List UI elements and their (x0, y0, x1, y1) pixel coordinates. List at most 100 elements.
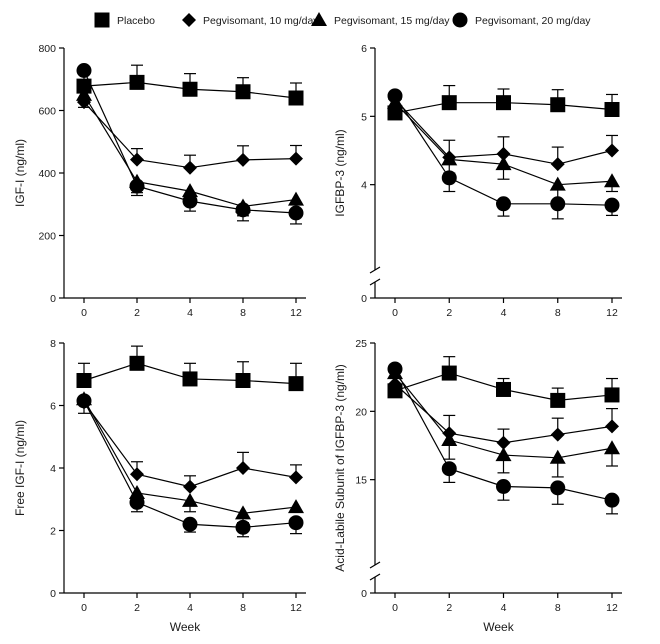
data-point-circle (288, 205, 304, 221)
x-tick-label: 0 (81, 602, 87, 614)
data-point-diamond (130, 467, 144, 482)
data-point-triangle (495, 156, 512, 171)
legend-label: Pegvisomant, 15 mg/day (334, 15, 450, 27)
axes: 0 15 20 25 0 2 4 8 12 Acid-Labile Subunit of IGFB… (333, 338, 622, 634)
legend-marker-square-icon (94, 12, 110, 28)
data-point-circle (496, 196, 511, 212)
data-point-circle (441, 461, 457, 477)
legend-label: Pegvisomant, 10 mg/day (203, 15, 319, 27)
y-tick-label: 8 (50, 338, 56, 350)
data-point-square (288, 90, 304, 106)
data-point-diamond (236, 461, 250, 475)
data-point-diamond (496, 435, 511, 450)
data-point-diamond (496, 146, 511, 161)
data-point-square (182, 371, 198, 387)
data-point-square (129, 74, 145, 90)
data-point-triangle (288, 191, 304, 206)
x-tick-label: 0 (392, 602, 398, 614)
data-point-circle (235, 202, 251, 218)
data-point-triangle (549, 449, 566, 464)
data-point-square (129, 355, 145, 371)
series-triangle (387, 94, 620, 203)
y-tick-label: 25 (355, 338, 367, 350)
data-point-triangle (604, 440, 620, 455)
data-point-triangle (182, 492, 198, 507)
legend-entry-1: Placebo (94, 12, 155, 28)
series-circle (76, 63, 304, 225)
series-triangle (76, 391, 304, 524)
y-tick-label: 800 (38, 43, 56, 55)
legend: Placebo Pegvisomant, 10 mg/day Pegvisomant… (94, 12, 591, 28)
data-point-circle (387, 361, 403, 377)
x-tick-label: 4 (501, 602, 507, 614)
data-point-diamond (388, 377, 402, 391)
data-point-triangle (235, 505, 251, 520)
data-point-diamond (130, 152, 144, 167)
x-tick-label: 12 (290, 307, 302, 319)
data-point-circle (129, 494, 145, 510)
data-point-square (235, 373, 251, 388)
data-point-square (604, 387, 620, 403)
x-tick-label: 4 (187, 602, 193, 614)
series-line (83, 402, 297, 488)
series-circle (387, 361, 620, 515)
y-tick-label: 600 (38, 106, 56, 118)
axes: 0 2 4 6 8 0 2 4 8 12 Free IGF-I (ng/ml) Week (13, 338, 306, 634)
data-point-square (496, 381, 511, 397)
x-tick-label: 2 (134, 307, 140, 319)
data-point-square (441, 365, 457, 381)
y-axis-label: IGF-I (ng/ml) (13, 139, 27, 207)
series-circle (76, 393, 304, 538)
y-axis-label: IGFBP-3 (ng/ml) (333, 129, 347, 216)
x-tick-label: 4 (187, 307, 193, 319)
data-point-diamond (605, 143, 619, 158)
series-diamond (77, 95, 303, 175)
data-point-square (235, 84, 251, 100)
x-tick-label: 0 (81, 307, 87, 319)
data-point-square (550, 392, 566, 408)
data-point-circle (604, 492, 620, 508)
data-point-triangle (441, 432, 458, 447)
series-triangle (387, 365, 620, 478)
data-point-diamond (550, 427, 565, 442)
data-point-circle (76, 393, 92, 409)
data-point-circle (76, 63, 92, 78)
data-point-triangle (549, 176, 566, 191)
data-point-triangle (182, 183, 198, 198)
data-point-diamond (183, 479, 197, 494)
series-square (76, 64, 304, 106)
x-axis-label: Week (170, 620, 201, 634)
data-point-triangle (441, 151, 458, 166)
data-point-circle (235, 519, 251, 535)
axis-break-mark (369, 561, 381, 569)
legend-entry-4: Pegvisomant, 20 mg/day (452, 12, 591, 28)
axes: 0 200 400 600 800 0 2 4 8 12 IGF-I (ng/ml) (13, 43, 306, 319)
legend-entry-2: Pegvisomant, 10 mg/day (182, 13, 319, 27)
x-tick-label: 4 (501, 307, 507, 319)
series-diamond (77, 395, 303, 494)
series-circle (387, 88, 620, 220)
data-point-diamond (550, 157, 565, 172)
data-point-circle (550, 196, 566, 212)
data-point-square (496, 95, 511, 111)
data-point-circle (496, 479, 511, 494)
y-tick-label: 0 (361, 293, 367, 305)
data-point-square (288, 376, 304, 392)
y-tick-label: 4 (50, 463, 56, 475)
panel-als: 0 15 20 25 0 2 4 8 12 Acid-Labile Subunit of IGFB… (333, 338, 622, 634)
x-tick-label: 0 (392, 307, 398, 319)
data-point-circle (182, 516, 198, 532)
data-point-circle (604, 197, 620, 213)
axis-break-mark (369, 278, 381, 286)
data-point-square (604, 102, 620, 117)
data-point-triangle (495, 447, 512, 462)
data-point-circle (441, 170, 457, 186)
y-tick-label: 2 (50, 526, 56, 538)
data-point-diamond (236, 152, 250, 167)
data-point-square (182, 81, 198, 97)
data-point-triangle (604, 173, 620, 188)
legend-marker-triangle-icon (311, 12, 327, 26)
data-point-diamond (183, 160, 197, 175)
y-tick-label: 0 (361, 588, 367, 600)
